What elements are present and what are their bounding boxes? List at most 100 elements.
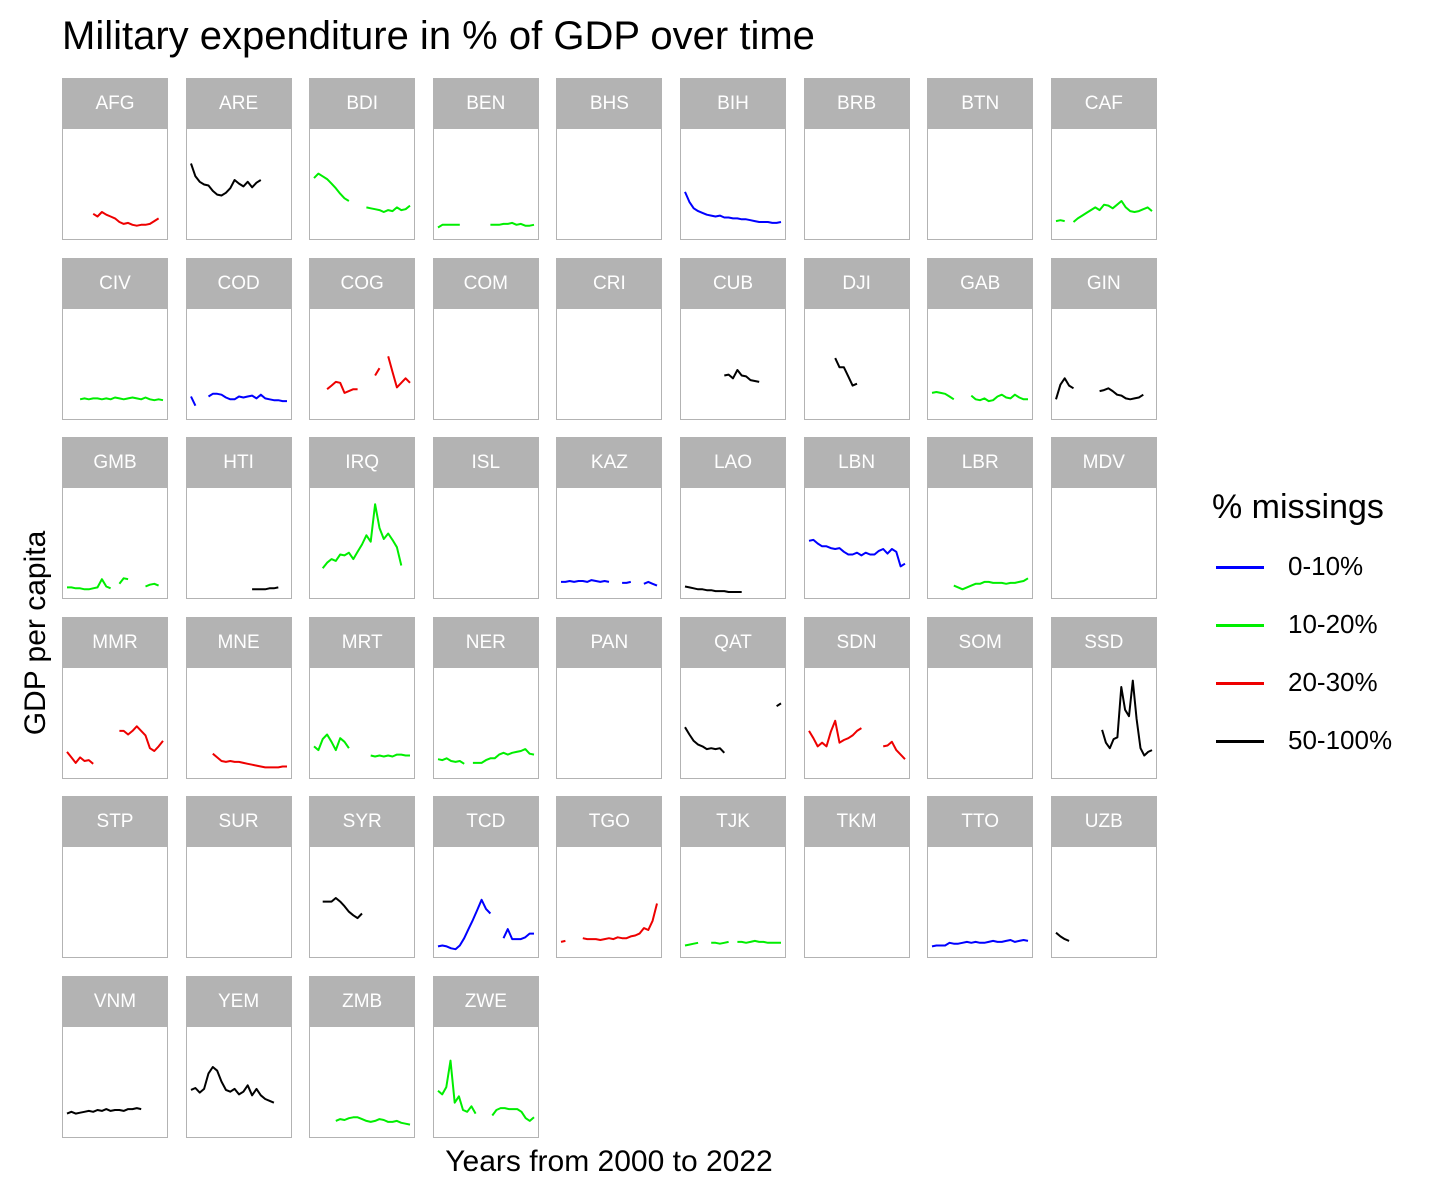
- facet-label: GIN: [1086, 272, 1121, 294]
- facet-panel-ssd: SSD: [1050, 616, 1157, 779]
- facet-plot-area: [556, 128, 663, 240]
- facet-plot-svg: [684, 191, 782, 224]
- series-line-are: [189, 163, 261, 197]
- facet-plot-svg: [437, 221, 534, 229]
- facet-strip: BTN: [927, 78, 1034, 128]
- facet-strip: TCD: [432, 796, 539, 847]
- facet-plot-area: [1050, 307, 1157, 420]
- facet-strip: ZMB: [309, 976, 416, 1026]
- facet-plot-area: [927, 128, 1034, 240]
- facet-label: GMB: [93, 452, 137, 474]
- facet-plot-svg: [437, 1059, 535, 1122]
- series-line-ner: [437, 757, 465, 765]
- facet-strip: MNE: [185, 616, 292, 667]
- facet-panel-bdi: BDI: [309, 78, 416, 240]
- facet-plot-area: [927, 846, 1034, 959]
- series-line-mrt: [313, 733, 350, 751]
- facet-label: BEN: [466, 93, 506, 114]
- facet-panel-brb: BRB: [803, 78, 910, 240]
- series-line-tjk: [737, 940, 781, 945]
- facet-strip: STP: [62, 796, 168, 847]
- facet-plot-svg: [684, 585, 742, 594]
- facet-plot-area: [680, 128, 786, 240]
- facet-label: ISL: [471, 452, 501, 474]
- facet-strip: BHS: [556, 78, 663, 128]
- series-line-tcd: [437, 899, 491, 951]
- facet-label: BIH: [717, 93, 749, 114]
- facet-label: SUR: [218, 811, 259, 833]
- legend-items: 0-10% 10-20% 20-30% 50-100%: [1212, 539, 1432, 771]
- facet-plot-svg: [1100, 679, 1153, 757]
- facet-strip: SUR: [185, 796, 292, 847]
- series-line-gmb: [67, 578, 111, 591]
- facet-plot-svg: [66, 1107, 142, 1115]
- facet-label: SYR: [342, 811, 382, 833]
- facet-panel-gmb: GMB: [62, 437, 168, 600]
- facet-panel-hti: HTI: [185, 437, 292, 600]
- facet-label: LBR: [961, 452, 999, 474]
- facet-plot-area: [309, 487, 416, 600]
- facet-plot-area: [1050, 846, 1157, 959]
- facet-strip: SYR: [309, 796, 416, 847]
- facet-label: BRB: [837, 93, 877, 114]
- facet-plot-area: [185, 128, 292, 240]
- facet-plot-svg: [561, 903, 659, 944]
- facet-plot-area: [803, 666, 910, 779]
- facet-plot-area: [432, 846, 539, 959]
- facet-plot-svg: [684, 702, 782, 754]
- series-line-bdi: [313, 172, 350, 202]
- facet-plot-area: [185, 487, 292, 600]
- facet-plot-svg: [189, 392, 287, 406]
- facet-plot-area: [1050, 487, 1157, 600]
- facet-panel-cub: CUB: [680, 257, 786, 420]
- facet-label: CUB: [712, 272, 754, 294]
- facet-strip: SOM: [927, 616, 1034, 667]
- facet-strip: ZWE: [432, 976, 539, 1026]
- facet-panel-som: SOM: [927, 616, 1034, 779]
- series-line-tjk: [711, 941, 729, 946]
- facet-panel-tcd: TCD: [432, 796, 539, 959]
- facet-plot-svg: [833, 357, 857, 387]
- facet-panel-isl: ISL: [432, 437, 539, 600]
- facet-plot-area: [185, 666, 292, 779]
- series-line-gin: [1054, 376, 1074, 400]
- facet-plot-area: [556, 487, 663, 600]
- chart-title: Military expenditure in % of GDP over ti…: [62, 14, 815, 58]
- series-line-qat: [776, 702, 782, 707]
- facet-panel-cog: COG: [309, 257, 416, 420]
- facet-panel-bhs: BHS: [556, 78, 663, 240]
- facet-plot-svg: [322, 503, 403, 570]
- facet-label: TGO: [588, 811, 630, 833]
- facet-panel-vnm: VNM: [62, 976, 168, 1138]
- facet-label: CAF: [1084, 93, 1123, 114]
- facet-plot-svg: [953, 577, 1029, 591]
- facet-panel-lbr: LBR: [927, 437, 1034, 600]
- facet-strip: MMR: [62, 616, 168, 667]
- facet-strip: CUB: [680, 257, 786, 308]
- facet-plot-area: [927, 307, 1034, 420]
- facet-label: MDV: [1082, 452, 1125, 474]
- facet-plot-area: [680, 307, 786, 420]
- facet-strip: TJK: [680, 796, 786, 847]
- facet-plot-svg: [211, 752, 287, 769]
- facet-plot-area: [62, 666, 168, 779]
- series-line-gab: [931, 390, 955, 400]
- facet-plot-svg: [557, 309, 661, 419]
- facet-strip: DJI: [803, 257, 910, 308]
- facet-label: SDN: [836, 631, 877, 653]
- facet-label: MRT: [341, 631, 383, 653]
- facet-plot-svg: [92, 211, 160, 227]
- facet-label: STP: [96, 811, 134, 833]
- facet-strip: AFG: [62, 78, 168, 128]
- facet-panel-gin: GIN: [1050, 257, 1157, 420]
- facet-strip: IRQ: [309, 437, 416, 488]
- series-line-bdi: [366, 204, 411, 213]
- facet-plot-area: [556, 666, 663, 779]
- facet-panel-zwe: ZWE: [432, 976, 539, 1138]
- facet-strip: SSD: [1050, 616, 1157, 667]
- facet-plot-svg: [434, 488, 538, 598]
- legend-item-0-10-: 0-10%: [1212, 539, 1432, 597]
- facet-panel-gab: GAB: [927, 257, 1034, 420]
- series-line-zwe: [437, 1059, 477, 1115]
- facet-panel-lao: LAO: [680, 437, 786, 600]
